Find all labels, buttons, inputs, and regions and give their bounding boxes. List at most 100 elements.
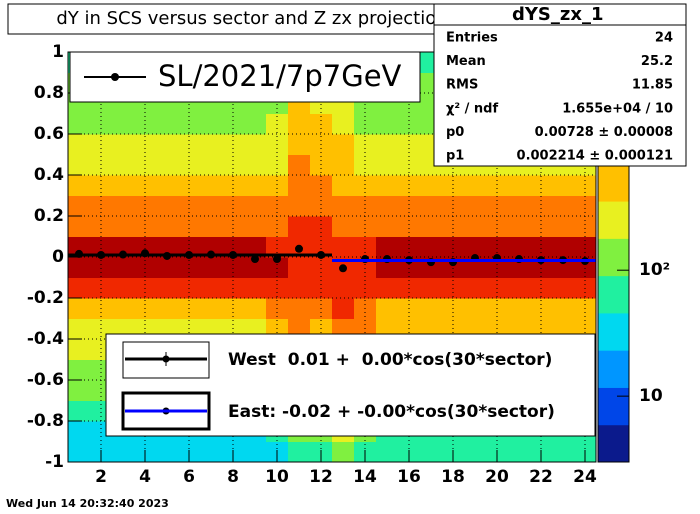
- heat-cell: [420, 298, 443, 319]
- heat-cell: [376, 134, 399, 155]
- heat-cell: [200, 441, 223, 463]
- heat-cell: [376, 298, 399, 319]
- point: [273, 255, 281, 264]
- heat-cell: [90, 236, 113, 258]
- heat-cell: [398, 257, 421, 278]
- heat-cell: [200, 134, 223, 155]
- heat-cell: [134, 175, 157, 196]
- heat-cell: [68, 298, 91, 319]
- heat-cell: [68, 318, 91, 340]
- x-tick-label: 22: [529, 467, 553, 487]
- heat-cell: [200, 154, 223, 176]
- heat-cell: [178, 257, 201, 278]
- point: [251, 255, 259, 264]
- legend: West 0.01 + 0.00*cos(30*sector) East: -0.…: [125, 350, 555, 422]
- heat-cell: [288, 195, 311, 217]
- heat-cell: [244, 441, 267, 463]
- heat-cell: [552, 195, 575, 217]
- heat-cell: [376, 216, 399, 237]
- heat-cell: [244, 134, 267, 155]
- x-tick-label: 14: [353, 467, 377, 487]
- date: Wed Jun 14 20:32:40 2023: [6, 497, 169, 510]
- heat-cell: [156, 257, 179, 278]
- heat-cell: [156, 216, 179, 237]
- heat-cell: [244, 216, 267, 237]
- heat-cell: [68, 257, 91, 278]
- heat-cell: [310, 257, 333, 278]
- heat-cell: [156, 113, 179, 135]
- heat-cell: [222, 236, 245, 258]
- heat-cell: [332, 113, 355, 135]
- heat-cell: [354, 236, 377, 258]
- heat-cell: [508, 441, 531, 463]
- heat-cell: [244, 113, 267, 135]
- heat-cell: [530, 195, 553, 217]
- colorbar-step: [598, 387, 629, 426]
- heat-cell: [486, 195, 509, 217]
- heat-cell: [464, 257, 487, 278]
- heat-cell: [420, 236, 443, 258]
- heat-cell: [156, 195, 179, 217]
- heat-cell: [244, 277, 267, 299]
- heat-cell: [442, 175, 465, 196]
- heat-cell: [244, 298, 267, 319]
- heat-cell: [156, 277, 179, 299]
- heat-cell: [508, 257, 531, 278]
- heat-cell: [90, 257, 113, 278]
- marks: [68, 244, 596, 273]
- y-tick-label: 0.6: [34, 124, 64, 144]
- stat-label: Entries: [446, 31, 498, 46]
- heat-cell: [90, 175, 113, 196]
- heat-cell: [376, 175, 399, 196]
- heat-cell: [112, 236, 135, 258]
- heat-cell: [398, 216, 421, 237]
- heat-cell: [310, 175, 333, 196]
- heat-cell: [200, 195, 223, 217]
- heat-cell: [508, 236, 531, 258]
- heat-cell: [464, 236, 487, 258]
- heat-cell: [530, 257, 553, 278]
- heat-cell: [134, 216, 157, 237]
- tag-marker: [111, 73, 119, 81]
- heat-cell: [574, 195, 597, 217]
- y-tick-label: -0.6: [27, 370, 64, 390]
- heat-cell: [288, 134, 311, 155]
- heat-cell: [112, 216, 135, 237]
- heat-cell: [200, 175, 223, 196]
- heat-cell: [68, 380, 91, 401]
- stat-value: 11.85: [632, 78, 673, 93]
- heat-cell: [530, 216, 553, 237]
- heat-cell: [68, 400, 91, 422]
- heat-cell: [112, 257, 135, 278]
- heat-cell: [156, 175, 179, 196]
- heat-cell: [134, 195, 157, 217]
- heat-cell: [464, 277, 487, 299]
- colorbar-step: [598, 424, 629, 463]
- heat-cell: [332, 134, 355, 155]
- heat-cell: [332, 154, 355, 176]
- y-tick-label: -1: [45, 452, 64, 472]
- heat-cell: [464, 216, 487, 237]
- heat-cell: [332, 236, 355, 258]
- stat-label: p0: [446, 125, 464, 140]
- heat-cell: [68, 216, 91, 237]
- x-tick-label: 6: [183, 467, 195, 487]
- heat-cell: [112, 134, 135, 155]
- heat-cell: [288, 441, 311, 463]
- heat-cell: [376, 257, 399, 278]
- heat-cell: [266, 257, 289, 278]
- heat-cell: [68, 236, 91, 258]
- heat-cell: [90, 216, 113, 237]
- heat-cell: [552, 216, 575, 237]
- chart-title: dY in SCS versus sector and Z zx project…: [56, 8, 447, 29]
- heat-cell: [552, 257, 575, 278]
- heat-cell: [200, 236, 223, 258]
- heat-cell: [156, 441, 179, 463]
- z-tick-label: 10²: [639, 260, 670, 280]
- legend-label: East: -0.02 + -0.00*cos(30*sector): [228, 402, 555, 422]
- stat-label: p1: [446, 149, 464, 164]
- heat-cell: [156, 236, 179, 258]
- heat-cell: [266, 236, 289, 258]
- heat-cell: [486, 236, 509, 258]
- y-tick-label: 1: [52, 42, 64, 62]
